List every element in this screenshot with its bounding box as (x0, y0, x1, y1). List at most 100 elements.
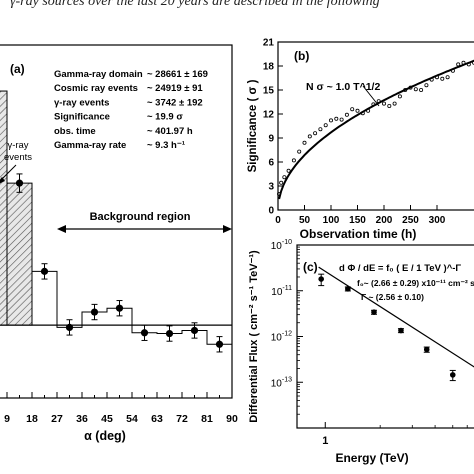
data-point (360, 111, 365, 116)
data-point (115, 304, 124, 312)
data-point (344, 112, 349, 117)
x-tick-label: 90 (226, 413, 238, 425)
arrowhead-right (223, 225, 232, 233)
y-tick-label: 12 (263, 110, 275, 121)
data-point (403, 88, 408, 93)
y-axis-label: Differential Flux ( cm⁻² s⁻¹ TeV⁻¹) (248, 250, 260, 423)
data-point (323, 123, 328, 128)
x-tick-label: 250 (402, 215, 419, 226)
arrowhead-left (57, 225, 66, 233)
data-point (345, 286, 351, 292)
data-point (355, 108, 360, 113)
stat-value: ~ 9.3 h⁻¹ (147, 140, 185, 151)
data-point (413, 87, 418, 92)
x-tick-label: 45 (101, 413, 113, 425)
formula-line: d Φ / dE = f₀ ( E / 1 TeV )^-Γ (339, 263, 461, 274)
stat-value: ~ 401.97 h (147, 126, 193, 137)
data-point (339, 117, 344, 122)
x-tick-label: 100 (323, 215, 340, 226)
y-tick-label: 10-10 (271, 239, 292, 252)
panel-b: 0 3 6 9 12 15 18 21 0 50 100 150 200 250 300 (b) N σ ~ 1… (247, 38, 474, 241)
formula-line: Γ ~ (2.56 ± 0.10) (361, 292, 424, 302)
data-point (424, 83, 429, 88)
fit-label: N σ ~ 1.0 T^1/2 (306, 81, 380, 93)
data-point (376, 99, 381, 104)
data-point (190, 326, 199, 335)
data-point (334, 116, 339, 121)
data-point (371, 309, 377, 315)
data-point (15, 179, 24, 187)
data-point (286, 168, 291, 173)
data-point (371, 102, 376, 107)
data-point (381, 101, 386, 106)
fit-curve (278, 59, 474, 200)
background-histogram (31, 183, 232, 345)
data-point (307, 134, 312, 139)
panel-label: (b) (294, 49, 309, 63)
background-region-label: Background region (90, 211, 191, 223)
x-tick-label: 150 (349, 215, 366, 226)
panel-label: (a) (10, 62, 25, 76)
data-point (449, 372, 456, 378)
x-axis-label: α (deg) (84, 429, 126, 443)
stat-label: obs. time (54, 126, 96, 137)
data-point (302, 140, 307, 145)
x-tick-label: 9 (4, 413, 10, 425)
data-point (429, 77, 434, 82)
stat-value: ~ 3742 ± 192 (147, 97, 203, 108)
data-point (419, 88, 424, 93)
y-axis-label: Significance ( σ ) (247, 79, 259, 172)
stat-value: ~ 24919 ± 91 (147, 83, 203, 94)
y-tick-label: 10-12 (271, 331, 292, 344)
data-point (40, 267, 49, 275)
x-tick-label: 0 (275, 215, 281, 226)
data-point (450, 68, 455, 73)
x-tick-label: 36 (76, 413, 88, 425)
annotation-arrowhead (0, 177, 5, 184)
data-point (65, 323, 74, 331)
x-axis-label: Observation time (h) (300, 227, 417, 241)
y-tick-label: 10-13 (271, 376, 292, 389)
stat-value: ~ 28661 ± 169 (147, 69, 208, 80)
x-tick-label: 54 (126, 413, 138, 425)
y-tick-label: 15 (263, 86, 275, 97)
data-point (366, 108, 371, 113)
data-point (434, 75, 439, 80)
x-tick-label: 1 (322, 435, 328, 447)
y-tick-label: 9 (268, 134, 274, 145)
fit-label-pointer (362, 85, 380, 107)
annotation-arrow (0, 164, 17, 182)
y-tick-label: 6 (268, 158, 274, 169)
y-tick-label: 3 (268, 182, 274, 193)
y-tick-label: 18 (263, 62, 275, 73)
stat-value: ~ 19.9 σ (147, 112, 183, 123)
data-point (140, 329, 149, 337)
data-point (445, 75, 450, 80)
data-point (279, 180, 284, 185)
data-point (456, 62, 461, 67)
figure-caption: γ-ray sources over the last 20 years are… (10, 0, 380, 9)
formula-line: f₀~ (2.66 ± 0.29) x10⁻¹¹ cm⁻² s⁻¹ TeV⁻¹ (357, 278, 474, 288)
x-tick-label: 18 (26, 413, 38, 425)
data-point (397, 94, 402, 99)
data-point (313, 131, 318, 136)
stat-label: Gamma-ray domain (54, 69, 143, 80)
x-tick-label: 63 (151, 413, 163, 425)
x-tick-label: 50 (299, 215, 311, 226)
y-tick-label: 0 (268, 206, 274, 217)
stat-label: Significance (54, 112, 110, 123)
data-point (90, 308, 99, 316)
data-point (461, 60, 466, 65)
y-tick-label: 21 (263, 38, 275, 49)
data-point (282, 175, 287, 180)
y-tick-label: 10-11 (271, 285, 292, 298)
data-point (408, 85, 413, 90)
data-point (291, 158, 296, 163)
data-point (466, 62, 471, 67)
stat-label: Gamma-ray rate (54, 140, 126, 151)
fit-line (318, 266, 474, 368)
data-point (318, 276, 324, 282)
x-tick-label: 300 (429, 215, 446, 226)
x-tick-label: 72 (176, 413, 188, 425)
